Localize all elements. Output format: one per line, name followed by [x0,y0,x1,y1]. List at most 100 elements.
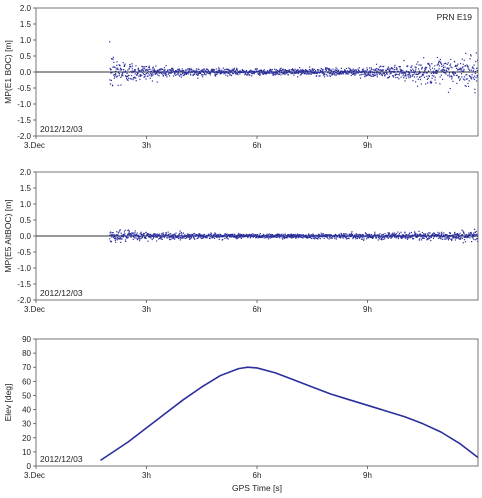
data-point [414,235,417,237]
data-point [414,231,416,233]
data-point [472,77,475,79]
data-point [160,72,163,74]
data-point [166,237,168,239]
data-point [183,72,185,74]
data-point [405,234,407,237]
data-point [267,236,269,238]
data-point [460,237,462,239]
data-point [323,235,325,237]
data-point [432,237,435,240]
data-point [259,74,261,77]
data-point [324,73,326,75]
data-point [459,67,461,70]
data-point [240,236,242,238]
data-point [407,72,410,74]
data-point [356,235,358,237]
data-point [395,237,397,239]
data-point [315,75,318,77]
data-point [312,72,314,74]
data-point [397,235,399,237]
data-point [296,71,298,74]
data-point [193,71,195,73]
data-point [165,233,167,236]
data-point [182,72,184,74]
data-point [174,234,176,236]
data-point [384,236,386,238]
data-point [408,71,410,73]
data-point [132,232,134,234]
data-point [456,67,458,69]
data-point [380,236,382,238]
data-point [271,235,273,237]
data-point [165,64,167,67]
data-point [476,67,478,69]
data-point [282,238,284,240]
data-point [127,77,130,79]
data-point [413,76,415,78]
data-point [273,73,275,75]
data-point [420,236,422,238]
data-point [111,84,113,86]
data-point [117,72,120,74]
data-point [339,72,341,74]
data-point [409,76,412,78]
data-point [396,73,398,75]
data-point [385,72,388,74]
data-point [211,70,213,72]
data-point [422,234,424,236]
data-point [395,73,397,75]
data-point [140,231,142,233]
data-point [308,70,310,73]
data-point [266,236,268,238]
x-tick-label: 3h [142,471,151,480]
data-point [475,230,477,233]
data-point [314,238,316,240]
data-point [178,235,180,237]
data-point [126,237,128,239]
data-point [416,73,418,75]
data-point [405,234,408,236]
data-point [448,74,450,76]
data-point [402,234,404,236]
data-point [348,237,350,240]
data-point [191,69,193,71]
data-point [412,71,414,73]
data-point [451,67,453,69]
data-point [151,73,153,76]
data-point [146,75,148,77]
data-point [398,78,400,80]
data-point [290,73,292,75]
data-point [132,71,135,73]
data-point [322,72,325,74]
data-point [298,236,300,238]
data-point [407,75,409,77]
data-point [314,234,316,237]
data-point [133,236,135,238]
data-point [194,73,196,75]
data-point [134,230,136,232]
data-point [176,236,178,238]
data-point [337,70,339,72]
data-point [116,234,118,236]
data-point [368,74,370,76]
data-point [260,69,263,71]
data-point [431,75,433,77]
data-point [421,66,423,68]
data-point [139,235,141,237]
data-point [355,234,357,236]
data-point [329,75,331,78]
data-point [361,68,364,71]
data-point [339,71,341,74]
data-point [368,233,370,235]
data-point [449,232,451,234]
data-point [360,238,363,240]
data-point [182,232,184,234]
data-point [380,238,383,240]
data-point [225,70,227,73]
data-point [456,237,458,239]
data-point [327,71,329,73]
data-point [359,234,361,236]
data-point [336,236,338,238]
data-point [161,236,163,238]
data-point [317,238,319,240]
